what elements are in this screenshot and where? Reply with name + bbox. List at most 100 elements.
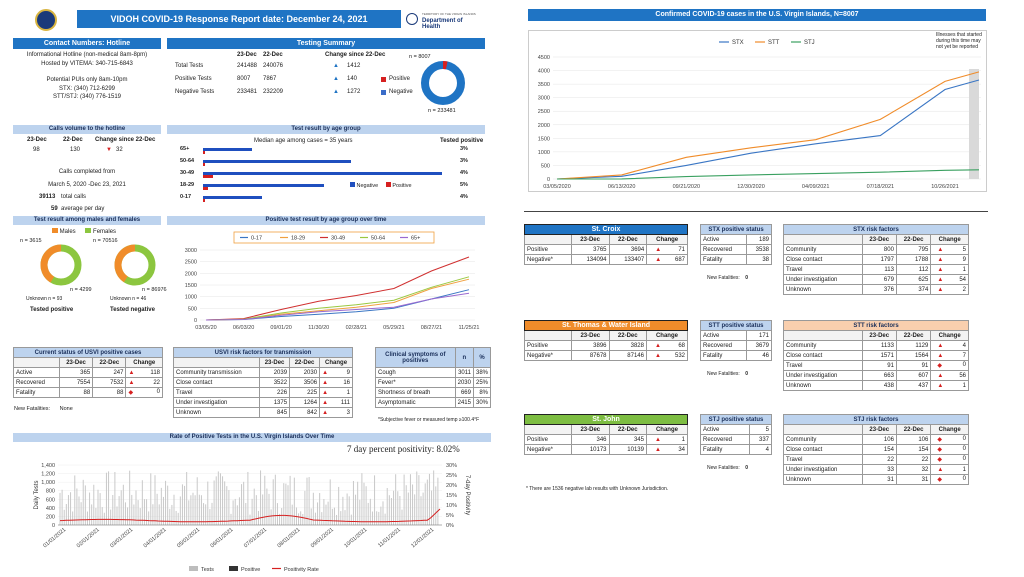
- age-pct-positive: 5%: [460, 182, 468, 188]
- row-value-22dec: 374: [895, 284, 932, 295]
- y-tick-label-left: 200: [46, 514, 55, 520]
- y-axis-label-right: 7-day Positivity: [464, 475, 470, 515]
- row-label: Negative*: [523, 444, 573, 455]
- row-change: 118: [150, 369, 160, 376]
- negative-sex-donut: [114, 244, 156, 286]
- total-tests-v2: 240076: [263, 63, 284, 69]
- row-change: 0: [156, 389, 160, 395]
- new-fatalities-label: New Fatalities:: [707, 371, 740, 377]
- table-row: Active 365 247 ▲ 118: [13, 367, 163, 378]
- legend-negative-label: Negative: [356, 183, 379, 189]
- col-change: Change: [646, 234, 688, 245]
- hotline-line: Informational Hotline (non-medical 8am-8…: [26, 52, 148, 58]
- table-row: Unknown 845 842 ▲ 3: [172, 407, 353, 418]
- row-change: 5: [962, 246, 966, 253]
- table-row: Positive 346 345 ▲ 1: [523, 434, 689, 445]
- row-label: Under investigation: [783, 370, 863, 381]
- up-triangle-icon: ▲: [937, 286, 944, 293]
- x-tick-label: 11/01/2021: [377, 527, 402, 549]
- row-label: Positive: [523, 434, 573, 445]
- new-fatalities-value: None: [59, 406, 73, 412]
- row-value-22dec: 842: [289, 407, 321, 418]
- row-value-22dec: 10139: [608, 444, 647, 455]
- district-risk-table: STX risk factors 23-Dec 22-Dec Change Commun…: [783, 224, 969, 295]
- y-tick-label: 1000: [538, 150, 550, 156]
- series-line-STT: [556, 71, 980, 180]
- legend-label: Tests: [201, 567, 214, 573]
- row-value-23dec: 438: [861, 380, 897, 391]
- table-row: Travel 22 22 ◆ 0: [783, 454, 969, 465]
- row-value-23dec: 845: [259, 407, 291, 418]
- legend-label: 30-49: [331, 236, 345, 242]
- row-value-22dec: 225: [289, 387, 321, 398]
- row-value-22dec: 1564: [895, 350, 932, 361]
- table-row: Travel 113 112 ▲ 1: [783, 264, 969, 275]
- x-tick-label: 04/09/2021: [802, 184, 830, 190]
- district-status-table: STJ positive status Active 5 Recovered 337 Fa…: [699, 414, 772, 455]
- x-tick-label: 02/01/2021: [76, 527, 101, 549]
- age-group-label: 0-17: [180, 194, 192, 200]
- usvi-risk-title: USVI risk factors for transmission: [173, 347, 353, 358]
- col-23dec: 23-Dec: [571, 330, 610, 341]
- status-label: Fatality: [699, 444, 751, 455]
- age-pct-positive: 4%: [460, 170, 468, 176]
- table-row: Shortness of breath 669 8%: [375, 387, 492, 398]
- col-22dec: 22-Dec: [608, 424, 647, 435]
- doh-seal-icon: [406, 13, 418, 25]
- row-value-22dec: 3828: [608, 340, 647, 351]
- series-line-50-64: [205, 276, 470, 321]
- row-change: 9: [962, 256, 966, 263]
- x-tick-label: 12/30/2020: [737, 184, 765, 190]
- y-tick-label: 500: [188, 306, 197, 312]
- calls-v1: 98: [33, 147, 40, 153]
- y-tick-label: 4000: [538, 69, 550, 75]
- x-tick-label: 02/28/21: [346, 325, 367, 331]
- calls-avg-label: average per day: [61, 206, 105, 212]
- x-tick-label: 07/01/2021: [243, 527, 268, 549]
- district-risk-table: STJ risk factors 23-Dec 22-Dec Change Commun…: [783, 414, 969, 485]
- x-tick-label: 10/01/2021: [343, 527, 368, 549]
- table-row: Community transmission 2039 2030 ▲ 9: [172, 367, 353, 378]
- legend-positive-swatch: [381, 77, 386, 82]
- sex-tested-negative: Tested negative: [110, 307, 155, 313]
- testing-donut-chart: [421, 61, 465, 105]
- status-label: Fatality: [699, 350, 748, 361]
- district-summary-table: St. Croix 23-Dec 22-Dec Change Positive 3765 3…: [524, 224, 688, 265]
- testing-col3: Change since 22-Dec: [325, 52, 386, 58]
- col-change: Change: [645, 424, 689, 435]
- age-pct-positive: 3%: [460, 158, 468, 164]
- confirmed-title: Confirmed COVID-19 cases in the U.S. Vir…: [528, 9, 986, 21]
- symptom-n: 3011: [454, 367, 474, 378]
- legend-label: 0-17: [251, 236, 262, 242]
- x-tick-label: 07/18/2021: [867, 184, 895, 190]
- rate-title: Rate of Positive Tests in the U.S. Virgi…: [13, 433, 491, 442]
- sex-nneg-f: n = 86976: [142, 287, 167, 293]
- hotline-line: Hosted by VITEMA: 340-715-6843: [41, 60, 133, 67]
- table-row: Active 189: [699, 234, 772, 245]
- x-tick-label: 09/01/20: [270, 325, 291, 331]
- x-tick-label: 06/13/2020: [608, 184, 636, 190]
- table-row: Fever* 2030 25%: [375, 377, 492, 388]
- positive-bar: [203, 199, 206, 202]
- up-triangle-icon: ▲: [937, 352, 944, 359]
- row-value-22dec: 133407: [608, 254, 648, 265]
- legend-label: STX: [732, 40, 744, 46]
- calls-h1: 23-Dec: [27, 137, 47, 143]
- row-label: Negative*: [524, 254, 572, 265]
- up-triangle-icon: ▲: [128, 379, 135, 386]
- series-line-30-49: [205, 256, 470, 321]
- doh-logo: TERRITORY OF THE VIRGIN ISLANDS Departme…: [406, 11, 482, 30]
- status-value: 4: [749, 444, 772, 455]
- table-row: Unknown 31 31 ◆ 0: [783, 474, 969, 485]
- table-row: Close contact 154 154 ◆ 0: [783, 444, 969, 455]
- district-title: St. John: [524, 414, 688, 425]
- row-label: Community: [783, 340, 863, 351]
- row-value-23dec: 10173: [571, 444, 610, 455]
- y-tick-label: 3500: [538, 82, 550, 88]
- table-row: Under investigation 679 625 ▲ 54: [783, 274, 969, 285]
- up-triangle-icon: ▲: [937, 256, 944, 263]
- row-change: 22: [153, 379, 160, 386]
- row-value-23dec: 1797: [861, 254, 897, 265]
- row-value-23dec: 663: [861, 370, 897, 381]
- row-value-22dec: 32: [895, 464, 932, 475]
